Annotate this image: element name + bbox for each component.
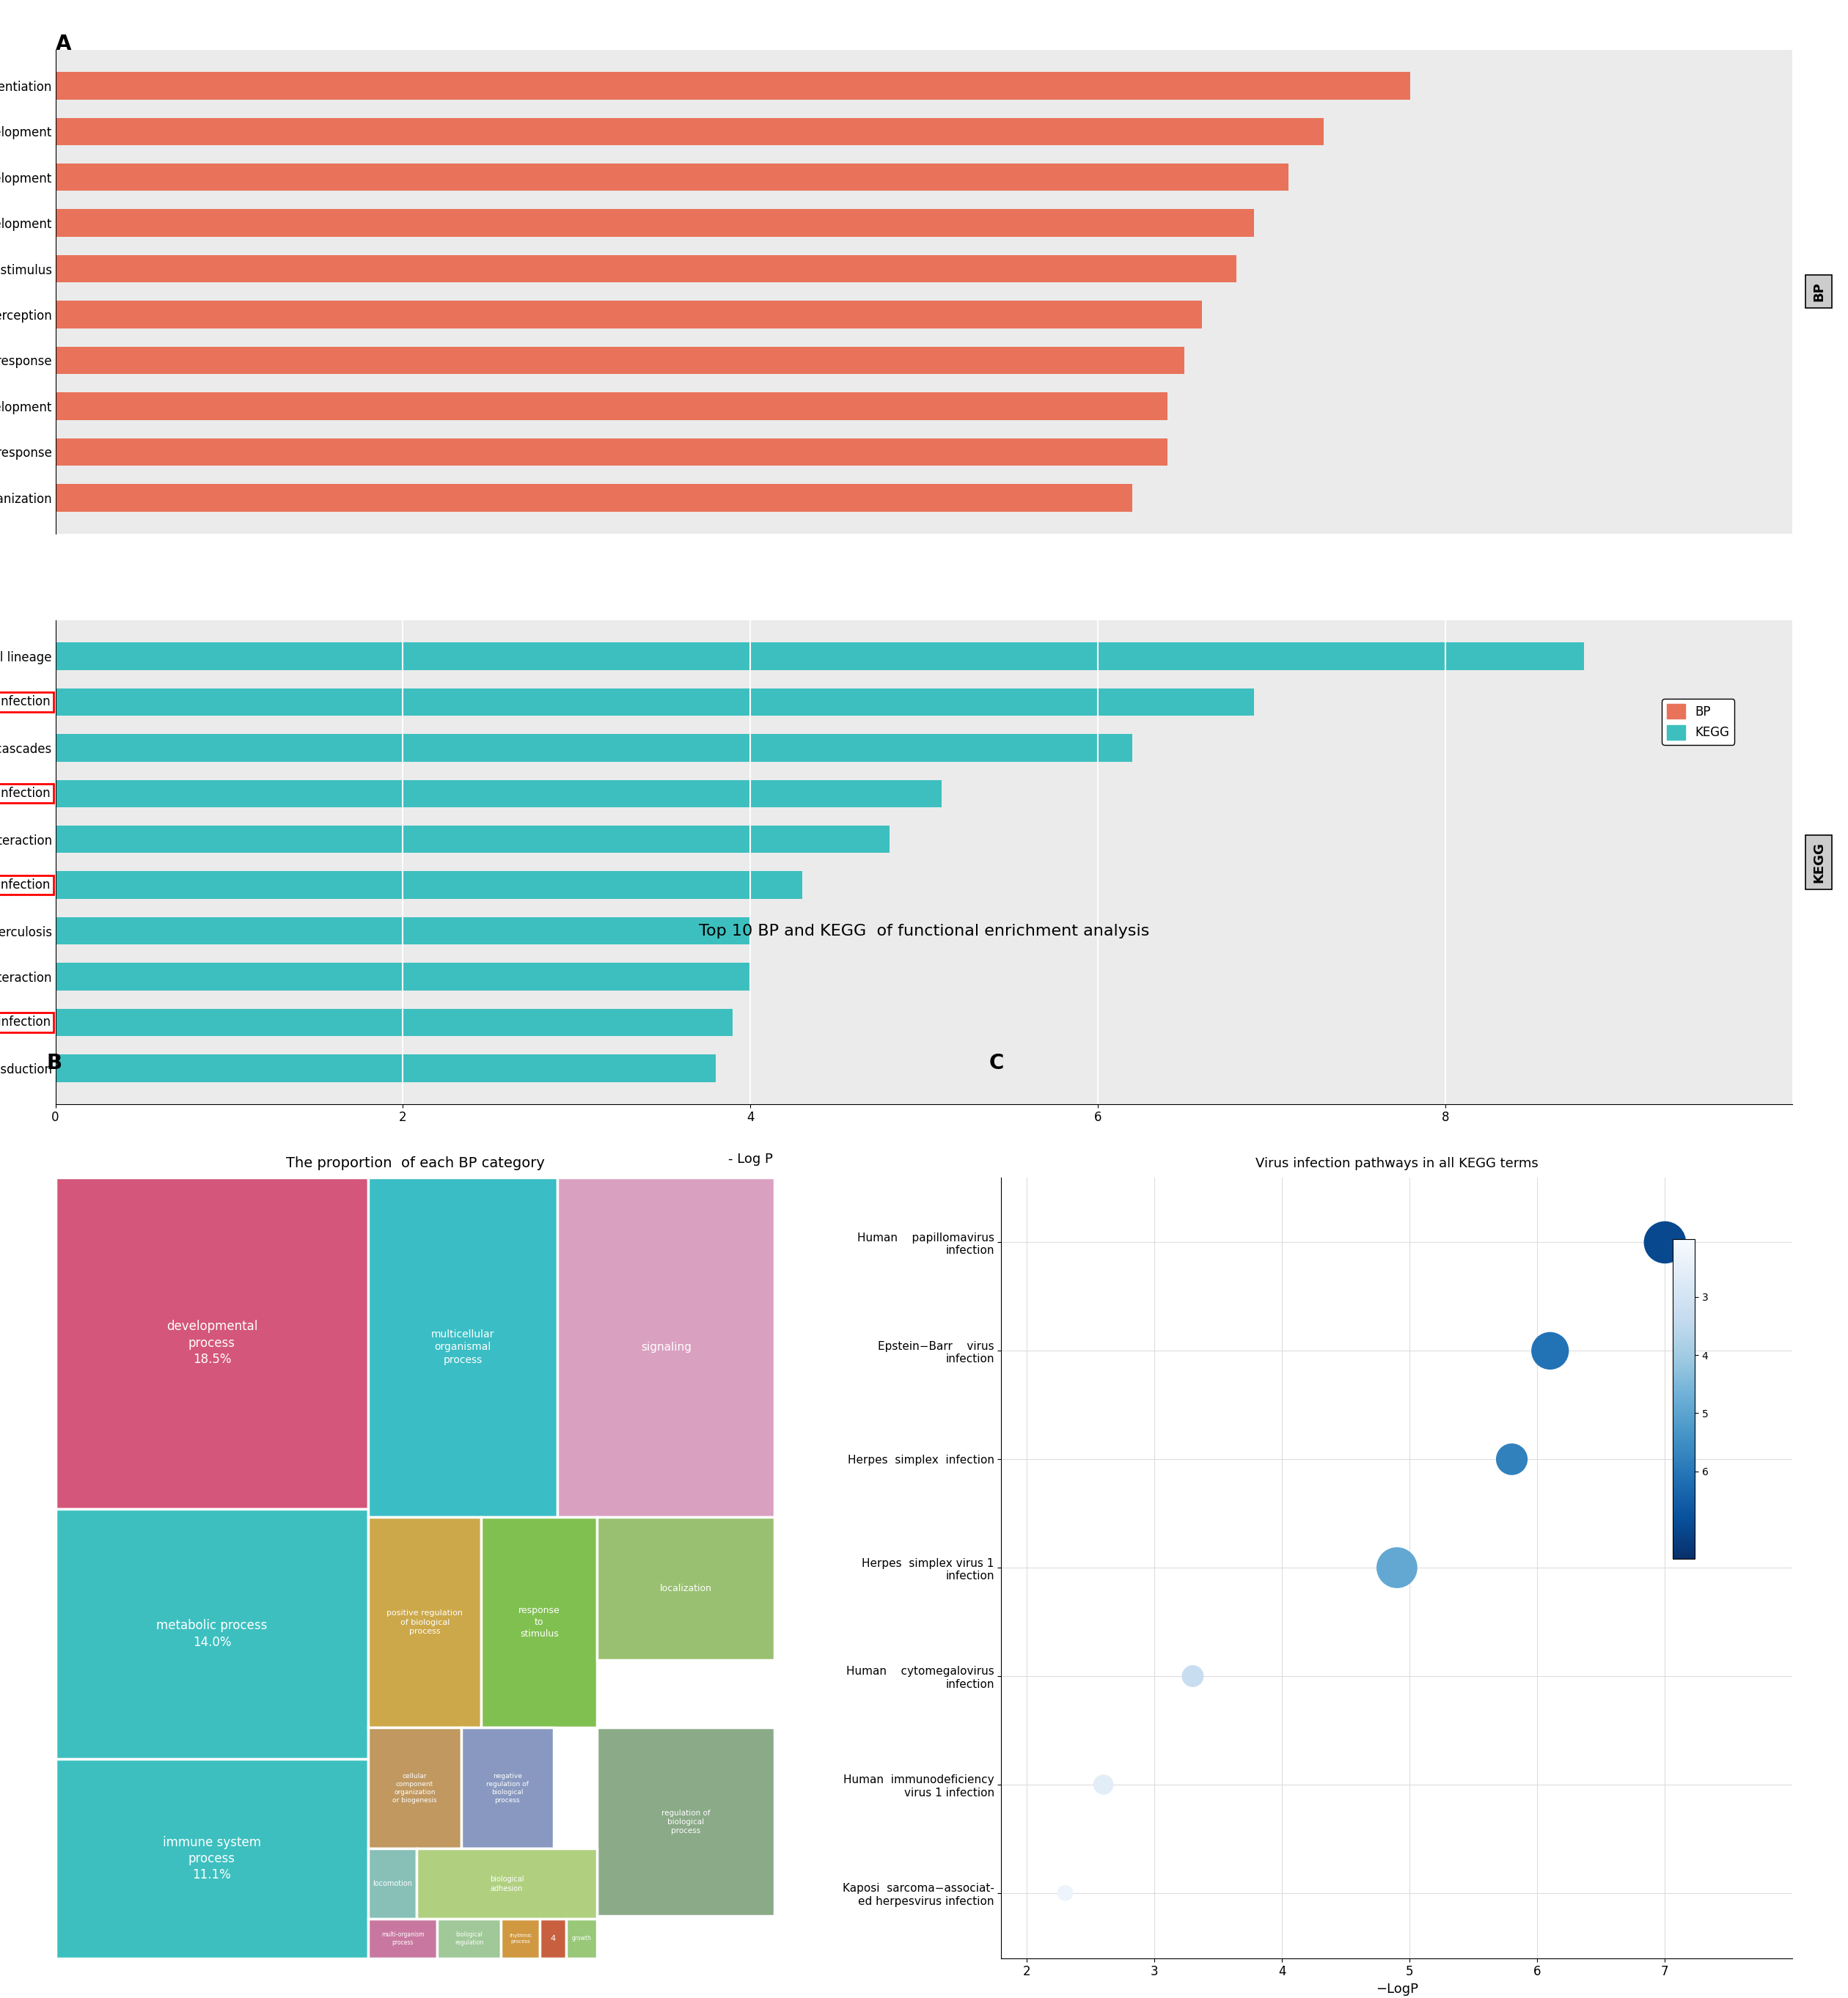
Point xyxy=(1088,1768,1118,1800)
Bar xyxy=(55,733,1133,761)
Bar xyxy=(55,1009,734,1037)
Text: A: A xyxy=(55,34,72,54)
Bar xyxy=(55,346,1185,374)
Bar xyxy=(55,871,802,899)
Text: Human papillomavirus infection: Human papillomavirus infection xyxy=(0,787,50,799)
Bar xyxy=(597,1516,774,1660)
Point xyxy=(1650,1227,1680,1259)
Bar xyxy=(55,72,1410,100)
Text: Herpes simplex infection: Herpes simplex infection xyxy=(0,879,50,891)
Bar xyxy=(436,1918,501,1958)
Bar xyxy=(55,825,889,853)
Bar xyxy=(368,1516,480,1728)
Text: developmental
process
18.5%: developmental process 18.5% xyxy=(166,1321,257,1367)
Bar xyxy=(55,1177,368,1508)
Text: Herpes simplex virus 1 infection: Herpes simplex virus 1 infection xyxy=(0,1015,50,1029)
Bar xyxy=(501,1918,540,1958)
Text: Epstein−Barr virus infection: Epstein−Barr virus infection xyxy=(0,695,50,709)
Bar xyxy=(558,1177,774,1516)
Text: BP: BP xyxy=(1813,282,1826,302)
Text: response
to
stimulus: response to stimulus xyxy=(519,1606,560,1638)
Bar xyxy=(55,484,1133,511)
Title: The proportion  of each BP category: The proportion of each BP category xyxy=(286,1157,545,1171)
Text: negative
regulation of
biological
process: negative regulation of biological proces… xyxy=(486,1772,529,1804)
Point xyxy=(1497,1443,1526,1475)
Point xyxy=(1536,1335,1565,1367)
Text: locomotion: locomotion xyxy=(373,1880,412,1888)
Bar xyxy=(55,118,1323,146)
Title: Virus infection pathways in all KEGG terms: Virus infection pathways in all KEGG ter… xyxy=(1255,1157,1538,1171)
Bar xyxy=(368,1918,436,1958)
Bar xyxy=(55,164,1288,192)
X-axis label: - Log P: - Log P xyxy=(728,1153,772,1165)
Bar xyxy=(597,1728,774,1916)
Text: immune system
process
11.1%: immune system process 11.1% xyxy=(163,1836,261,1882)
Text: localization: localization xyxy=(660,1584,711,1592)
Text: Top 10 BP and KEGG  of functional enrichment analysis: Top 10 BP and KEGG of functional enrichm… xyxy=(699,923,1149,939)
Text: biological
adhesion: biological adhesion xyxy=(490,1876,523,1892)
Text: B: B xyxy=(46,1053,61,1073)
Text: growth: growth xyxy=(571,1936,591,1942)
Bar xyxy=(55,1760,368,1958)
Text: multi-organism
process: multi-organism process xyxy=(381,1932,425,1946)
Bar xyxy=(55,687,1255,715)
Text: cellular
component
organization
or biogenesis: cellular component organization or bioge… xyxy=(392,1772,436,1804)
Text: regulation of
biological
process: regulation of biological process xyxy=(662,1810,710,1834)
Text: rhythmic
process: rhythmic process xyxy=(508,1934,532,1944)
Bar xyxy=(55,1055,715,1083)
Bar xyxy=(565,1918,597,1958)
Bar xyxy=(55,643,1584,669)
Bar xyxy=(416,1848,597,1918)
Bar xyxy=(480,1516,597,1728)
Text: metabolic process
14.0%: metabolic process 14.0% xyxy=(157,1618,268,1648)
Bar xyxy=(540,1918,565,1958)
Bar xyxy=(55,1508,368,1760)
Legend: BP, KEGG: BP, KEGG xyxy=(1661,699,1733,745)
Bar xyxy=(368,1177,558,1516)
Bar xyxy=(55,779,941,807)
Bar xyxy=(55,210,1255,236)
Bar xyxy=(55,392,1168,420)
Bar xyxy=(368,1728,460,1848)
Point xyxy=(1050,1876,1079,1908)
X-axis label: −LogP: −LogP xyxy=(1375,1982,1417,1996)
Point xyxy=(1382,1552,1412,1584)
Text: 4: 4 xyxy=(551,1934,556,1942)
Text: biological
regulation: biological regulation xyxy=(455,1932,484,1946)
Bar xyxy=(460,1728,554,1848)
Text: C: C xyxy=(989,1053,1003,1073)
Text: positive regulation
of biological
process: positive regulation of biological proces… xyxy=(386,1610,464,1634)
Text: signaling: signaling xyxy=(641,1341,691,1353)
Bar xyxy=(55,302,1201,328)
Bar xyxy=(55,256,1236,282)
Bar xyxy=(55,917,750,945)
Point xyxy=(1177,1660,1207,1692)
Bar xyxy=(55,438,1168,466)
Text: multicellular
organismal
process: multicellular organismal process xyxy=(431,1329,495,1365)
Bar xyxy=(55,963,750,991)
Text: KEGG: KEGG xyxy=(1813,841,1826,883)
Bar xyxy=(368,1848,416,1918)
